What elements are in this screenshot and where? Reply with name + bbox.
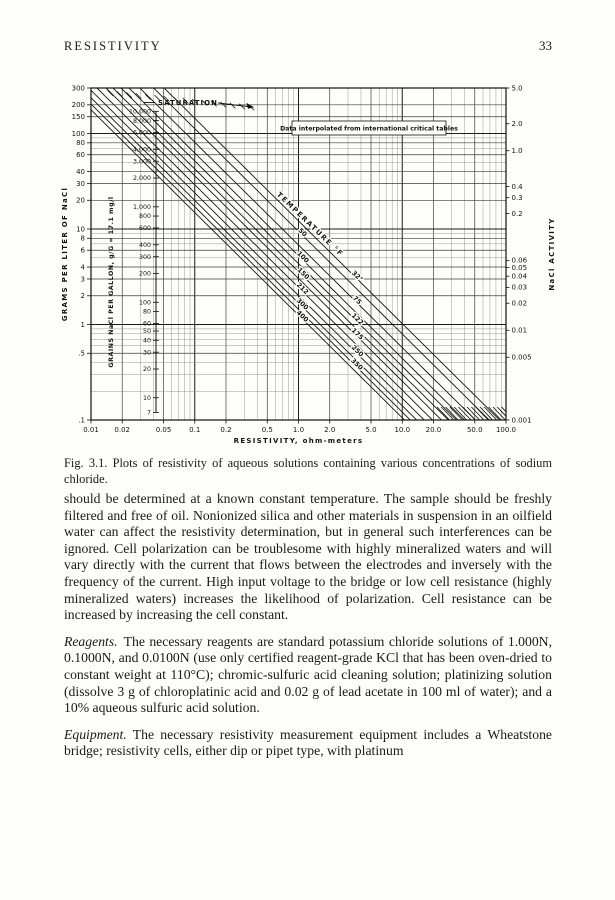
svg-text:200: 200 xyxy=(72,101,85,109)
svg-text:10,000: 10,000 xyxy=(129,109,151,116)
svg-text:300: 300 xyxy=(139,254,151,261)
svg-text:40: 40 xyxy=(76,168,85,176)
svg-text:0.1: 0.1 xyxy=(189,426,200,434)
svg-text:80: 80 xyxy=(143,309,151,316)
body-text: should be determined at a known constant… xyxy=(64,491,552,770)
paragraph: Reagents. The necessary reagents are stan… xyxy=(64,634,552,717)
svg-text:TEMPERATURE °F: TEMPERATURE °F xyxy=(275,191,345,259)
paragraph-lead: Reagents. xyxy=(64,633,118,649)
svg-text:8,000: 8,000 xyxy=(133,118,151,125)
svg-text:0.05: 0.05 xyxy=(156,426,172,434)
svg-text:60: 60 xyxy=(76,151,85,159)
svg-text:0.04: 0.04 xyxy=(512,273,528,281)
svg-text:0.03: 0.03 xyxy=(512,284,528,292)
svg-text:10: 10 xyxy=(76,225,85,233)
svg-text:2: 2 xyxy=(81,292,85,300)
svg-text:150: 150 xyxy=(72,113,85,121)
svg-text:0.005: 0.005 xyxy=(512,354,532,362)
svg-text:4,000: 4,000 xyxy=(133,147,151,154)
resistivity-chart: 300200150100806040302010864321.5.15.02.0… xyxy=(61,84,556,445)
svg-text:0.2: 0.2 xyxy=(220,426,231,434)
svg-text:2,000: 2,000 xyxy=(133,175,151,182)
svg-text:1.0: 1.0 xyxy=(512,147,523,155)
svg-text:2.0: 2.0 xyxy=(324,426,335,434)
svg-text:40: 40 xyxy=(143,337,151,344)
paragraph-text: The necessary reagents are standard pota… xyxy=(64,633,552,716)
svg-text:400: 400 xyxy=(139,242,151,249)
svg-text:2.0: 2.0 xyxy=(512,120,523,128)
svg-text:5.0: 5.0 xyxy=(512,84,523,92)
paragraph: should be determined at a known constant… xyxy=(64,491,552,624)
svg-text:.1: .1 xyxy=(78,416,85,424)
svg-text:RESISTIVITY, ohm-meters: RESISTIVITY, ohm-meters xyxy=(234,437,364,445)
svg-text:5.0: 5.0 xyxy=(365,426,376,434)
svg-text:3,000: 3,000 xyxy=(133,158,151,165)
header-title: RESISTIVITY xyxy=(64,39,162,53)
svg-text:0.01: 0.01 xyxy=(512,327,528,335)
svg-text:NaCl ACTIVITY: NaCl ACTIVITY xyxy=(548,217,556,290)
svg-text:0.02: 0.02 xyxy=(512,300,528,308)
paragraph-text: should be determined at a known constant… xyxy=(64,491,552,623)
svg-text:20.0: 20.0 xyxy=(426,426,442,434)
svg-text:0.02: 0.02 xyxy=(114,426,130,434)
svg-text:.5: .5 xyxy=(78,350,85,358)
svg-text:100: 100 xyxy=(72,130,85,138)
svg-text:20: 20 xyxy=(143,366,151,373)
page-number: 33 xyxy=(539,38,552,53)
svg-text:6: 6 xyxy=(81,247,86,255)
svg-text:4: 4 xyxy=(81,263,86,271)
svg-text:0.5: 0.5 xyxy=(262,426,273,434)
svg-text:0.2: 0.2 xyxy=(512,210,523,218)
svg-text:8: 8 xyxy=(81,235,85,243)
svg-text:0.01: 0.01 xyxy=(83,426,99,434)
svg-text:1: 1 xyxy=(81,321,85,329)
svg-text:32°: 32° xyxy=(350,269,364,283)
svg-text:Data interpolated from interna: Data interpolated from international cri… xyxy=(280,125,458,132)
svg-text:50: 50 xyxy=(143,328,151,335)
svg-text:0.001: 0.001 xyxy=(512,416,532,424)
svg-text:0.05: 0.05 xyxy=(512,264,528,272)
svg-text:6,000: 6,000 xyxy=(133,130,151,137)
svg-text:0.06: 0.06 xyxy=(512,257,528,265)
svg-text:7: 7 xyxy=(147,410,151,417)
figure-caption: Fig. 3.1. Plots of resistivity of aqueou… xyxy=(64,456,552,486)
svg-text:60: 60 xyxy=(143,321,151,328)
svg-text:30: 30 xyxy=(76,180,85,188)
svg-text:1.0: 1.0 xyxy=(293,426,304,434)
svg-text:600: 600 xyxy=(139,225,151,232)
svg-text:300: 300 xyxy=(72,84,85,92)
svg-text:GRAMS PER LITER OF NaCl: GRAMS PER LITER OF NaCl xyxy=(61,187,69,321)
svg-text:100.0: 100.0 xyxy=(496,426,516,434)
svg-text:20: 20 xyxy=(76,197,85,205)
svg-text:0.3: 0.3 xyxy=(512,194,523,202)
paragraph-lead: Equipment. xyxy=(64,726,127,742)
svg-text:3: 3 xyxy=(81,275,85,283)
figure-3-1: 300 200 150 100 80 60 40 30 20 10 8 6 4 3 2 1.5.1 5.0 2.0… xyxy=(56,82,576,454)
svg-text:50.0: 50.0 xyxy=(467,426,483,434)
svg-text:200: 200 xyxy=(139,271,151,278)
running-header: RESISTIVITY 33 xyxy=(64,38,552,54)
svg-text:800: 800 xyxy=(139,213,151,220)
paragraph-text: The necessary resistivity measurement eq… xyxy=(64,726,552,759)
svg-text:SATURATION: SATURATION xyxy=(158,99,218,107)
svg-text:80: 80 xyxy=(76,139,85,147)
svg-text:10: 10 xyxy=(143,395,151,402)
svg-text:10.0: 10.0 xyxy=(394,426,410,434)
svg-text:400: 400 xyxy=(295,309,311,325)
svg-text:GRAINS NaCl PER GALLON, g/G =: GRAINS NaCl PER GALLON, g/G = 17.1 mg/l xyxy=(108,196,115,367)
svg-text:100: 100 xyxy=(139,299,151,306)
svg-text:1,000: 1,000 xyxy=(133,204,151,211)
svg-text:30: 30 xyxy=(143,349,151,356)
paragraph: Equipment. The necessary resistivity meas… xyxy=(64,727,552,760)
svg-text:0.4: 0.4 xyxy=(512,183,524,191)
